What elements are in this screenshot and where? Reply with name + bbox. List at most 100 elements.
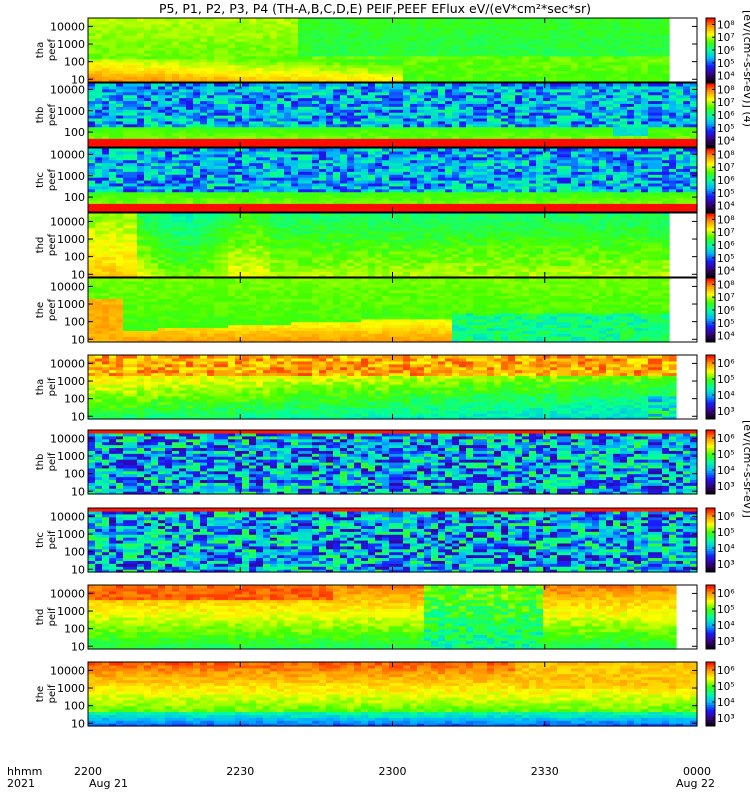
heatmap-cell [592,20,600,25]
heatmap-cell [207,50,215,54]
heatmap-cell [95,109,103,113]
heatmap-cell [515,41,523,45]
heatmap-cell [319,106,327,110]
heatmap-cell [249,35,257,39]
heatmap-cell [214,129,222,134]
heatmap-cell [214,50,222,54]
heatmap-cell [340,35,348,39]
heatmap-cell [109,73,117,77]
heatmap-cell [165,91,173,96]
heatmap-cell [193,97,201,102]
heatmap-cell [109,55,117,60]
heatmap-cell [599,83,607,87]
heatmap-cell [424,29,432,34]
heatmap-cell [102,94,110,99]
heatmap-cell [473,76,481,80]
heatmap-cell [529,23,537,28]
heatmap-cell [165,94,173,99]
heatmap-cell [256,61,264,66]
heatmap-cell [459,76,467,80]
heatmap-cell [452,52,460,57]
heatmap-cell [242,50,250,54]
heatmap-cell [186,100,194,104]
heatmap-cell [235,58,243,63]
heatmap-cell [235,129,243,134]
heatmap-cell [515,32,523,37]
heatmap-cell [263,73,271,77]
heatmap-cell [116,141,124,145]
heatmap-cell [151,120,159,125]
heatmap-cell [102,23,110,28]
heatmap-cell [375,47,383,51]
heatmap-cell [501,32,509,37]
heatmap-cell [298,138,306,142]
heatmap-cell [445,47,453,51]
heatmap-cell [102,70,110,74]
heatmap-cell [417,20,425,25]
heatmap-cell [396,41,404,45]
heatmap-cell [305,106,313,110]
heatmap-cell [102,123,110,128]
heatmap-cell [424,47,432,51]
heatmap-cell [305,61,313,66]
heatmap-cell [151,117,159,122]
heatmap-cell [88,38,96,42]
heatmap-cell [382,67,390,71]
heatmap-cell [536,18,544,22]
heatmap-cell [277,67,285,71]
heatmap-cell [571,38,579,42]
heatmap-cell [116,76,124,80]
heatmap-cell [368,32,376,37]
heatmap-cell [88,70,96,74]
heatmap-cell [193,73,201,77]
heatmap-cell [382,83,390,87]
heatmap-cell [263,20,271,25]
heatmap-cell [627,18,635,22]
heatmap-cell [473,52,481,57]
heatmap-cell [501,38,509,42]
heatmap-cell [298,97,306,102]
heatmap-cell [193,138,201,142]
heatmap-cell [88,20,96,25]
heatmap-cell [431,18,439,22]
heatmap-cell [389,52,397,57]
heatmap-cell [592,18,600,22]
heatmap-cell [312,61,320,66]
heatmap-cell [277,148,285,152]
heatmap-cell [340,44,348,48]
heatmap-cell [431,73,439,77]
heatmap-cell [445,73,453,77]
heatmap-cell [158,88,166,93]
heatmap-cell [627,41,635,45]
heatmap-cell [165,41,173,45]
heatmap-cell [662,58,670,63]
heatmap-cell [249,18,257,22]
heatmap-cell [410,29,418,34]
heatmap-cell [193,135,201,139]
heatmap-cell [354,67,362,71]
heatmap-cell [634,18,642,22]
heatmap-cell [529,29,537,34]
heatmap-cell [459,38,467,42]
heatmap-cell [298,115,306,119]
heatmap-cell [438,79,446,83]
heatmap-cell [123,100,131,104]
heatmap-cell [151,106,159,110]
heatmap-cell [130,61,138,66]
heatmap-cell [249,94,257,99]
heatmap-cell [389,41,397,45]
heatmap-cell [319,44,327,48]
heatmap-cell [88,52,96,57]
heatmap-cell [263,144,271,148]
heatmap-cell [340,20,348,25]
colorbar-segment [706,39,715,42]
heatmap-cell [137,144,145,148]
heatmap-cell [116,55,124,60]
heatmap-cell [207,120,215,125]
heatmap-cell [102,135,110,139]
heatmap-cell [277,83,285,87]
heatmap-cell [298,26,306,31]
heatmap-cell [431,38,439,42]
heatmap-cell [186,29,194,34]
heatmap-cell [627,79,635,83]
